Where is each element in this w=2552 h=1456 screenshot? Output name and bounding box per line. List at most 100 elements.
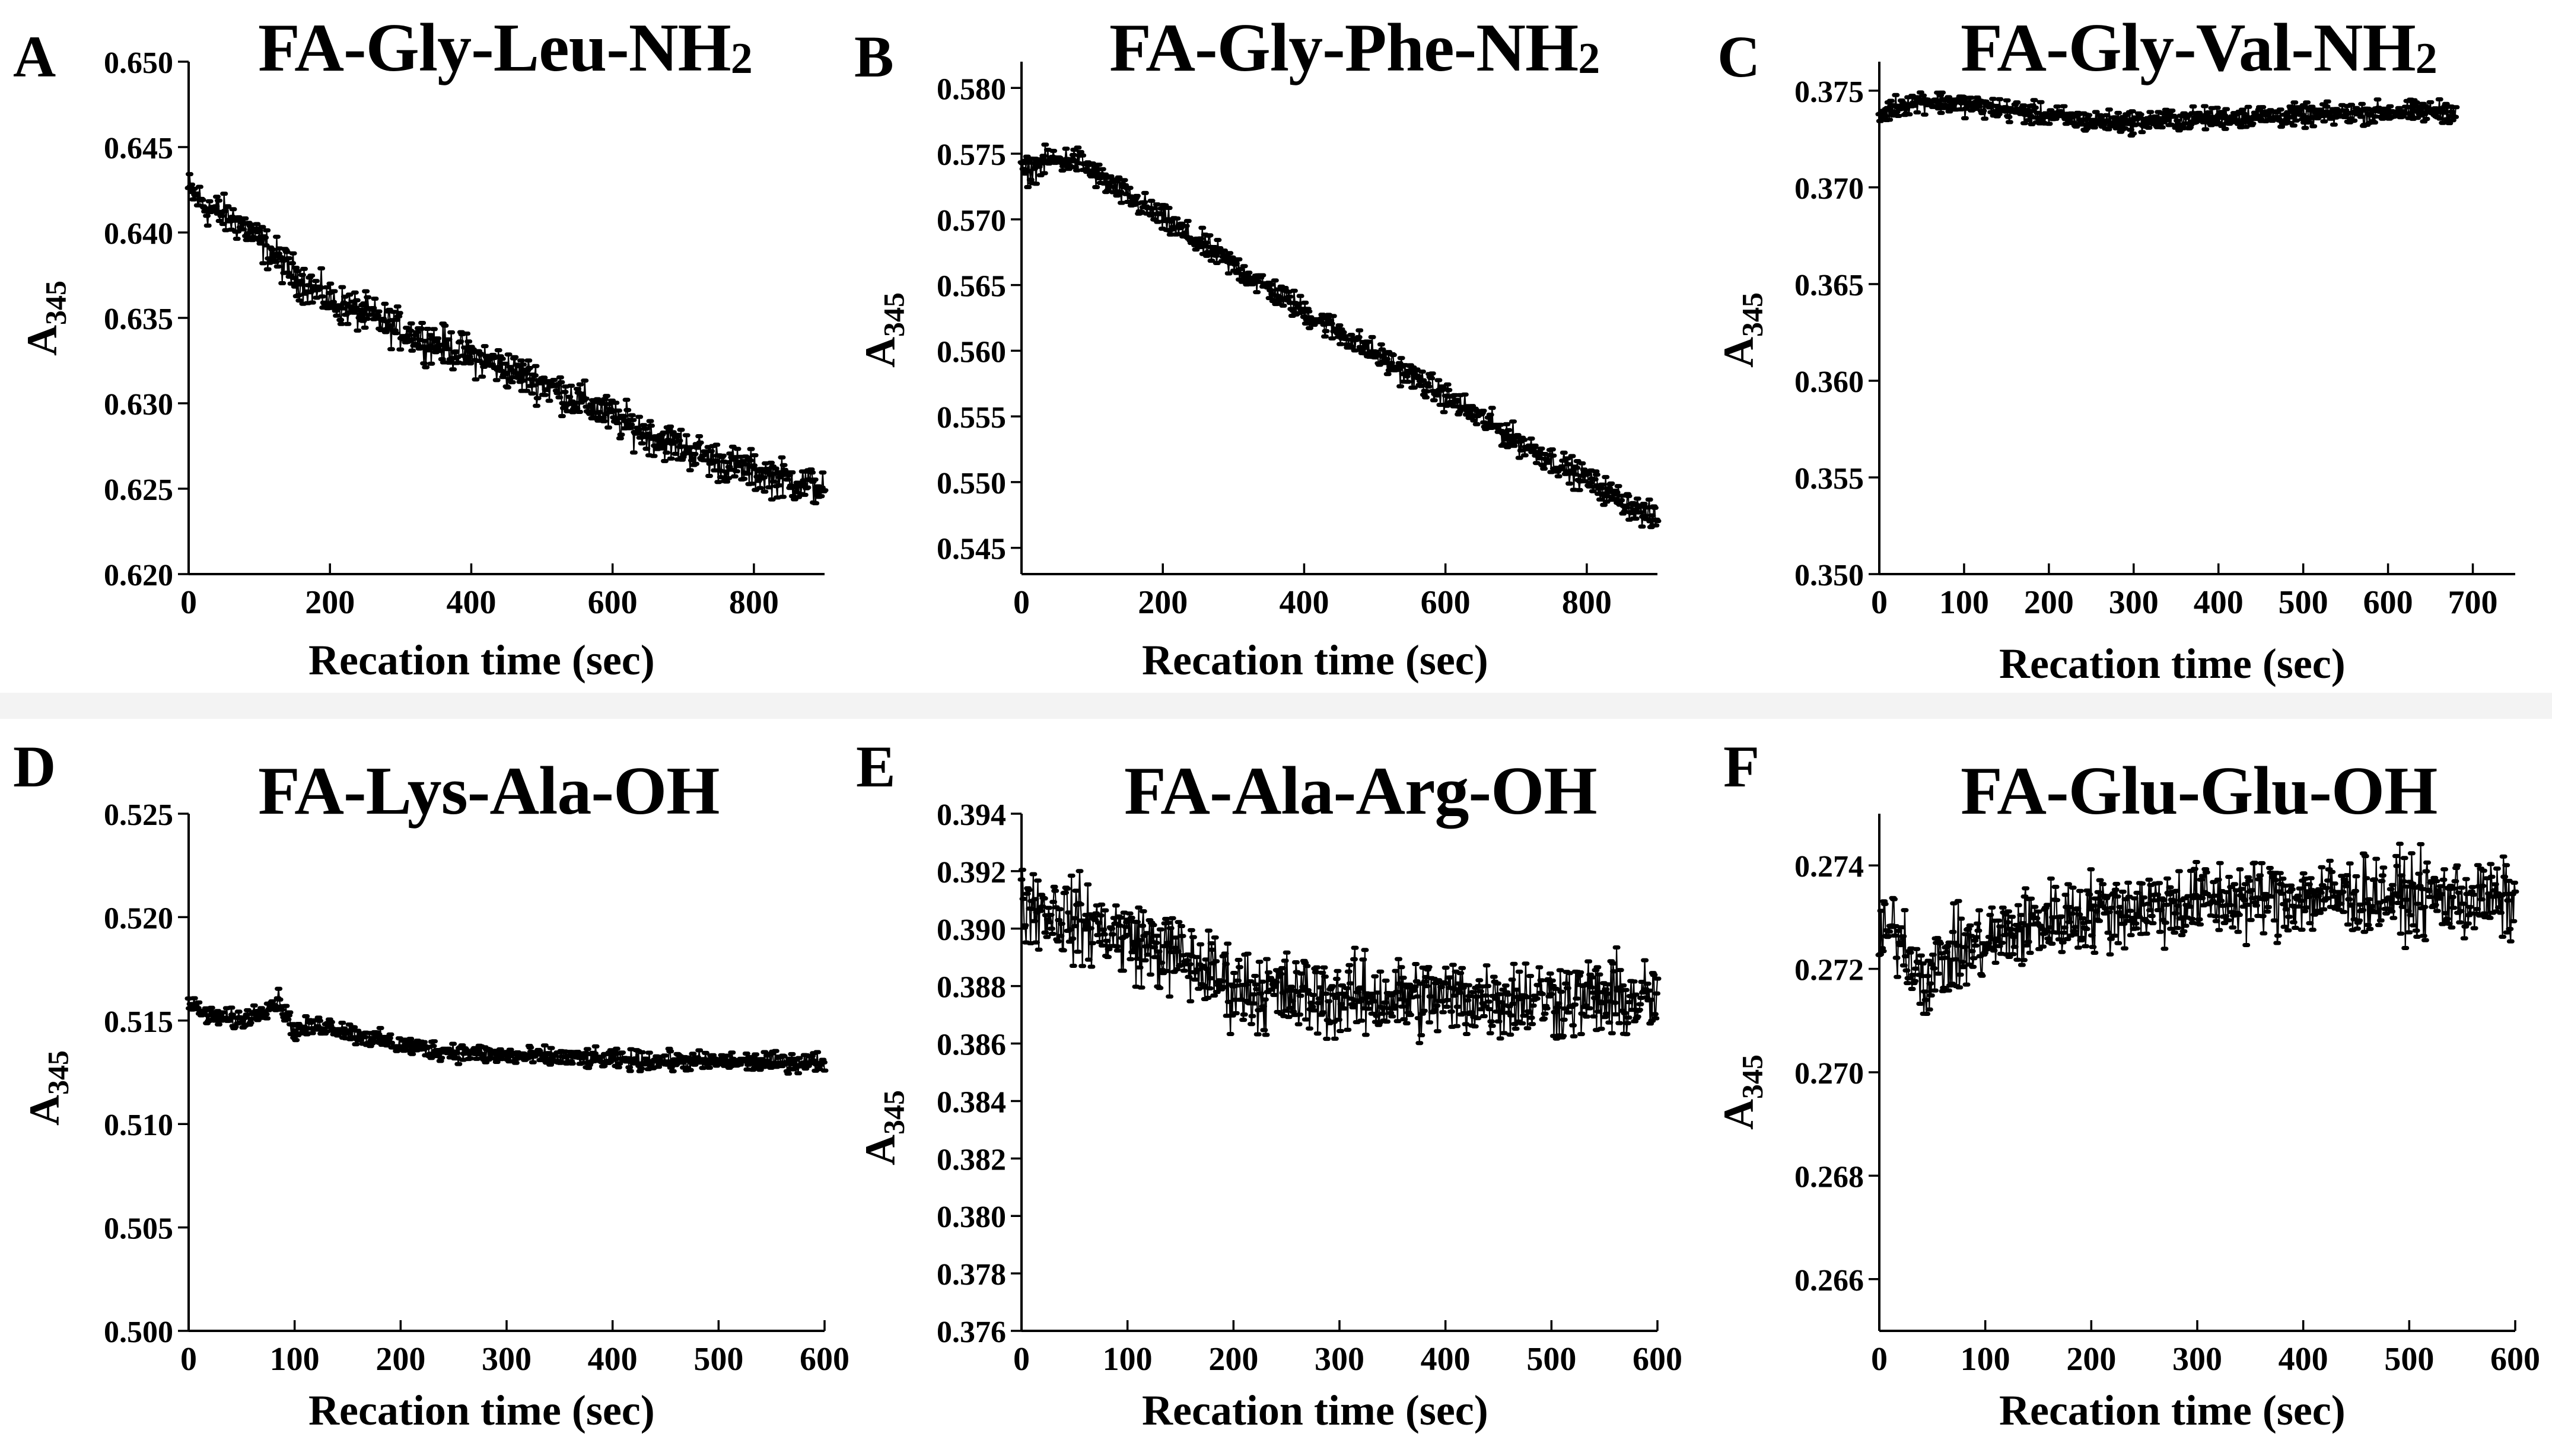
data-series [1875,842,2519,1016]
y-axis-label-subscript: 345 [877,292,911,337]
x-tick-label: 0 [1013,1341,1030,1378]
x-tick-label: 200 [376,1341,425,1378]
y-tick-label: 0.640 [104,217,173,251]
plot-title: FA-Gly-Leu-NH2 [258,9,753,88]
y-tick-label: 0.525 [104,798,173,832]
y-axis-label-subscript: 345 [41,1050,75,1095]
y-tick-label: 0.360 [1794,365,1864,399]
x-tick-label: 100 [1961,1341,2010,1378]
x-tick-label: 500 [1526,1341,1576,1378]
series-markers [1017,142,1662,530]
x-tick-label: 600 [1633,1341,1682,1378]
x-tick-label: 100 [1939,584,1989,621]
x-tick-label: 400 [588,1341,638,1378]
chart-plot-area: 0 100 200 300 400 500 600 0.376 0.378 0.380 0.382 0… [937,798,1682,1378]
y-tick-label: 0.274 [1794,850,1864,884]
y-axis-label-subscript: 345 [877,1090,911,1135]
y-tick-label: 0.630 [104,388,173,422]
x-tick-label: 300 [1315,1341,1364,1378]
y-axis-label: A345 [856,292,911,368]
x-tick-label: 100 [270,1341,320,1378]
panel-letter: C [1717,24,1761,90]
y-tick-label: 0.560 [937,335,1006,369]
y-axis-label: A345 [20,1050,75,1126]
x-tick-label: 600 [2490,1341,2540,1378]
panel-letter: A [13,24,56,90]
chart-plot-area: 0 100 200 300 400 500 600 700 0.350 0.355 0.360 0.3… [1794,62,2515,621]
y-tick-label: 0.386 [937,1028,1006,1062]
x-tick-label: 300 [2109,584,2159,621]
x-tick-label: 800 [729,584,779,621]
data-series [184,172,829,505]
y-tick-label: 0.268 [1794,1160,1864,1194]
chart-plot-area: 0 200 400 600 800 0.545 0.550 0.555 0.560 0.565 0.… [937,62,1662,621]
x-tick-label: 500 [2384,1341,2434,1378]
x-axis-label: Recation time (sec) [1999,640,2346,687]
x-tick-label: 200 [2024,584,2074,621]
y-axis-label-text: A [21,1095,68,1126]
y-axis-label: A345 [856,1090,911,1165]
y-tick-label: 0.510 [104,1108,173,1142]
y-tick-label: 0.570 [937,204,1006,238]
y-tick-label: 0.550 [937,467,1006,501]
x-tick-label: 400 [2279,1341,2328,1378]
panel-letter: D [13,734,56,799]
series-markers [184,986,829,1076]
x-tick-label: 200 [2066,1341,2116,1378]
data-series [1017,868,1662,1046]
plot-title-subscript: 2 [2415,34,2438,83]
y-tick-label: 0.390 [937,913,1006,947]
x-tick-label: 0 [1871,584,1888,621]
plot-title-text: FA-Gly-Phe-NH [1109,10,1579,86]
x-tick-label: 300 [2172,1341,2222,1378]
x-axis-label: Recation time (sec) [1142,1387,1488,1434]
x-tick-label: 0 [180,584,197,621]
y-tick-label: 0.365 [1794,269,1864,302]
y-tick-label: 0.388 [937,971,1006,1005]
y-tick-label: 0.394 [937,798,1006,832]
y-tick-label: 0.500 [104,1315,173,1349]
x-tick-label: 200 [1138,584,1188,621]
x-tick-label: 600 [2363,584,2413,621]
panel-letter: B [854,24,894,90]
chart-plot-area: 0 100 200 300 400 500 600 0.266 0.268 0.270 0.272 0… [1794,814,2540,1378]
x-tick-label: 200 [1208,1341,1258,1378]
x-axis-label: Recation time (sec) [308,1387,655,1434]
panel-letter: F [1723,734,1760,799]
x-tick-label: 600 [1421,584,1471,621]
x-axis-label: Recation time (sec) [1142,636,1488,684]
y-tick-label: 0.355 [1794,462,1864,496]
y-axis-label-subscript: 345 [39,281,72,325]
y-axis-label-text: A [857,337,904,368]
x-tick-label: 500 [693,1341,743,1378]
data-series [1017,142,1662,530]
y-axis-label-text: A [1715,1099,1762,1130]
x-tick-label: 600 [800,1341,849,1378]
x-tick-label: 400 [1421,1341,1471,1378]
y-axis-label-text: A [857,1135,904,1165]
plot-title-text: FA-Glu-Glu-OH [1961,753,2438,829]
plot-title: FA-Lys-Ala-OH [258,752,720,831]
panel-separator-band [0,693,2552,719]
x-axis-label: Recation time (sec) [308,636,655,684]
x-axis-label: Recation time (sec) [1999,1387,2346,1434]
x-tick-label: 400 [2194,584,2244,621]
x-tick-label: 0 [1871,1341,1888,1378]
y-axis-label-text: A [18,325,66,356]
chart-plot-area: 0 200 400 600 800 0.620 0.625 0.630 0.635 0.640 0.… [104,46,829,621]
data-series [1875,90,2460,138]
panel-letter: E [856,734,896,799]
y-tick-label: 0.575 [937,138,1006,172]
y-tick-label: 0.580 [937,72,1006,106]
y-axis-label: A345 [1714,292,1769,368]
plot-title-subscript: 2 [730,34,753,83]
x-tick-label: 500 [2279,584,2328,621]
x-tick-label: 300 [482,1341,532,1378]
plot-title: FA-Gly-Phe-NH2 [1109,9,1600,88]
plot-title-text: FA-Lys-Ala-OH [258,753,720,829]
data-series [184,986,829,1076]
plot-title: FA-Gly-Val-NH2 [1961,9,2438,88]
x-tick-label: 0 [1013,584,1030,621]
plot-title-text: FA-Gly-Val-NH [1961,10,2416,86]
y-tick-label: 0.376 [937,1315,1006,1349]
